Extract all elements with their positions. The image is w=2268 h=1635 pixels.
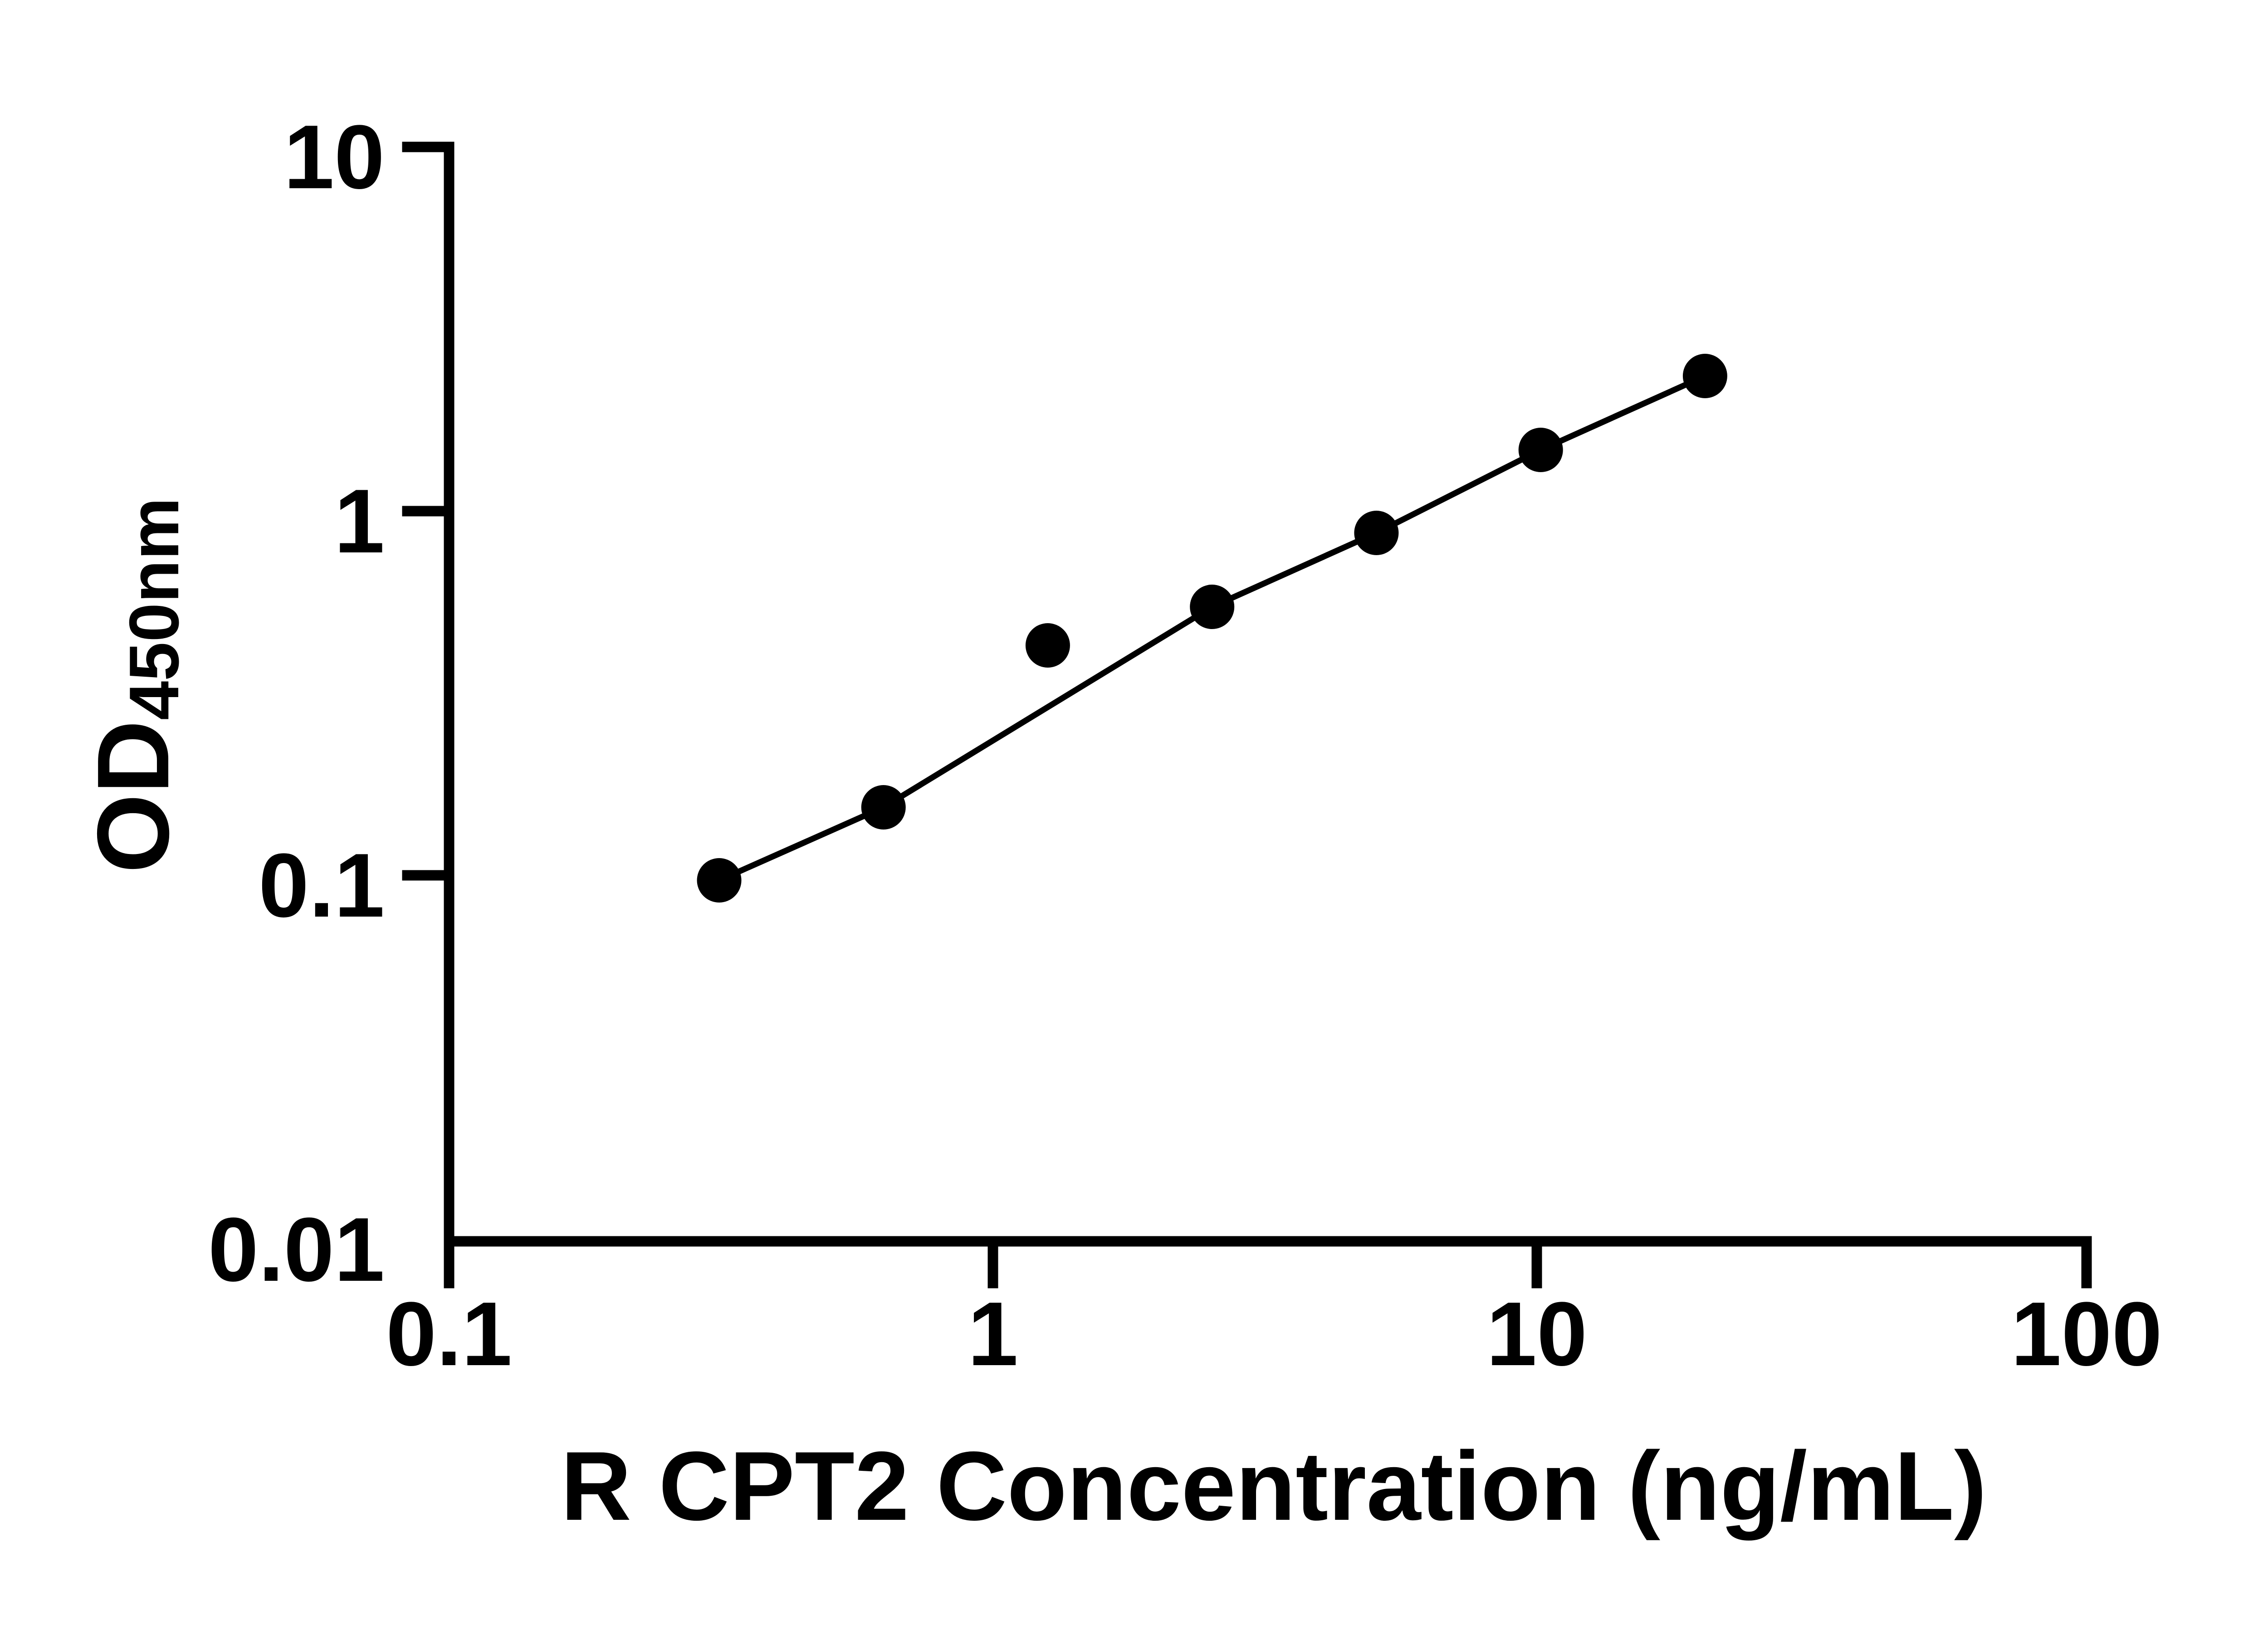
svg-text:0.1: 0.1 [259,835,385,936]
svg-text:1: 1 [968,1284,1018,1385]
svg-text:0.1: 0.1 [386,1284,512,1385]
svg-text:100: 100 [2011,1284,2162,1385]
svg-text:0.01: 0.01 [208,1199,385,1300]
svg-text:R CPT2 Concentration (ng/mL): R CPT2 Concentration (ng/mL) [561,1431,1987,1541]
svg-text:10: 10 [1486,1284,1587,1385]
svg-text:1: 1 [334,471,385,572]
svg-text:OD450nm: OD450nm [76,498,193,874]
svg-text:10: 10 [284,107,385,208]
